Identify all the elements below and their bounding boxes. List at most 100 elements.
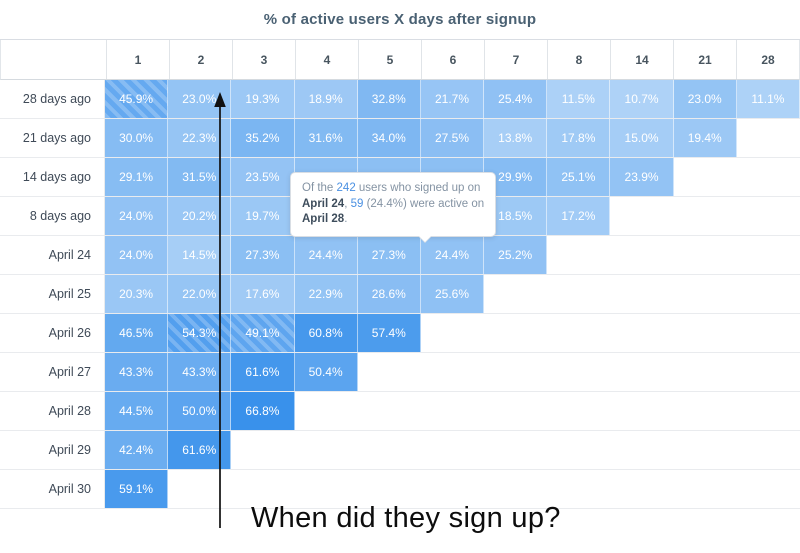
heatmap-cell[interactable]: 49.1%: [231, 314, 295, 352]
heatmap-cell[interactable]: 29.1%: [105, 158, 169, 196]
row-label: April 29: [0, 431, 105, 469]
empty-cell: [610, 470, 673, 508]
empty-cell: [674, 314, 737, 352]
heatmap-cell[interactable]: 24.4%: [420, 236, 485, 274]
heatmap-cell[interactable]: 11.1%: [736, 80, 800, 118]
cohort-row: April 29 42.4% 61.6%: [0, 431, 800, 470]
row-label: April 30: [0, 470, 105, 508]
heatmap-cell[interactable]: 17.2%: [547, 197, 611, 235]
heatmap-cell[interactable]: 15.0%: [610, 119, 674, 157]
tooltip-line: April 24, 59 (24.4%) were active on: [302, 197, 484, 213]
empty-cell: [421, 431, 484, 469]
empty-cell: [484, 314, 547, 352]
tooltip-link[interactable]: 242: [336, 182, 356, 194]
heatmap-cell[interactable]: 50.4%: [294, 353, 358, 391]
heatmap-cell[interactable]: 30.0%: [105, 119, 169, 157]
tooltip-link[interactable]: 59: [350, 197, 364, 210]
empty-cell: [737, 392, 800, 430]
heatmap-cell[interactable]: 17.6%: [231, 275, 295, 313]
heatmap-cell[interactable]: 19.7%: [231, 197, 295, 235]
heatmap-cell[interactable]: 27.3%: [231, 236, 295, 274]
heatmap-cell[interactable]: 59.1%: [105, 470, 169, 508]
heatmap-cell[interactable]: 23.0%: [673, 80, 737, 118]
heatmap-cell[interactable]: 35.2%: [231, 119, 295, 157]
page-title: % of active users X days after signup: [0, 0, 800, 40]
heatmap-cell[interactable]: 19.3%: [231, 80, 295, 118]
tooltip-bold-text: April 28: [302, 213, 345, 225]
empty-cell: [547, 236, 610, 274]
empty-cell: [484, 275, 547, 313]
empty-cell: [358, 353, 421, 391]
heatmap-cell[interactable]: 13.8%: [484, 119, 548, 157]
empty-cell: [674, 158, 737, 196]
heatmap-cell[interactable]: 27.3%: [357, 236, 421, 274]
empty-cell: [737, 119, 800, 157]
heatmap-cell[interactable]: 57.4%: [357, 314, 421, 352]
tooltip-text: ,: [344, 197, 351, 210]
heatmap-cell[interactable]: 45.9%: [105, 80, 169, 118]
heatmap-cell[interactable]: 25.1%: [547, 158, 611, 196]
heatmap-cell[interactable]: 20.3%: [105, 275, 169, 313]
empty-cell: [610, 236, 673, 274]
column-header-day-3: 3: [232, 40, 295, 79]
row-label: 21 days ago: [0, 119, 105, 157]
empty-cell: [295, 431, 358, 469]
tooltip-text: Of the: [302, 182, 337, 194]
heatmap-cell[interactable]: 18.9%: [294, 80, 358, 118]
heatmap-cell[interactable]: 25.2%: [484, 236, 548, 274]
heatmap-cell[interactable]: 19.4%: [673, 119, 737, 157]
empty-cell: [737, 470, 800, 508]
heatmap-cell[interactable]: 23.9%: [610, 158, 674, 196]
heatmap-cell[interactable]: 11.5%: [547, 80, 611, 118]
heatmap-cell[interactable]: 66.8%: [231, 392, 295, 430]
heatmap-cell[interactable]: 46.5%: [105, 314, 169, 352]
heatmap-cell[interactable]: 27.5%: [420, 119, 485, 157]
column-header-empty: [1, 40, 106, 79]
heatmap-cell[interactable]: 34.0%: [357, 119, 421, 157]
heatmap-cell[interactable]: 25.6%: [420, 275, 485, 313]
heatmap-cell[interactable]: 43.3%: [105, 353, 169, 391]
heatmap-cell[interactable]: 10.7%: [610, 80, 674, 118]
empty-cell: [358, 431, 421, 469]
heatmap-cell[interactable]: 60.8%: [294, 314, 358, 352]
empty-cell: [547, 392, 610, 430]
heatmap-cell[interactable]: 25.4%: [484, 80, 548, 118]
heatmap-cell[interactable]: 28.6%: [357, 275, 421, 313]
column-header-day-8: 8: [547, 40, 610, 79]
column-header-row: 1 2 3 4 5 6 7 8 14 21 28: [0, 40, 800, 80]
empty-cell: [737, 431, 800, 469]
heatmap-cell[interactable]: 22.9%: [294, 275, 358, 313]
tooltip-text: (24.4%) were active on: [363, 197, 485, 210]
annotation-arrow: [214, 92, 226, 528]
heatmap-cell[interactable]: 21.7%: [420, 80, 485, 118]
empty-cell: [674, 392, 737, 430]
heatmap-cell[interactable]: 24.0%: [105, 236, 169, 274]
tooltip-line: Of the 242 users who signed up on: [302, 181, 484, 197]
heatmap-cell[interactable]: 32.8%: [357, 80, 421, 118]
row-label: 28 days ago: [0, 80, 105, 118]
heatmap-cell[interactable]: 61.6%: [231, 353, 295, 391]
empty-cell: [674, 236, 737, 274]
heatmap-cell[interactable]: 44.5%: [105, 392, 169, 430]
cohort-row: April 27 43.3% 43.3% 61.6% 50.4%: [0, 353, 800, 392]
empty-cell: [610, 431, 673, 469]
empty-cell: [610, 353, 673, 391]
empty-cell: [610, 197, 673, 235]
heatmap-cell[interactable]: 31.6%: [294, 119, 358, 157]
cohort-row: April 25 20.3% 22.0% 17.6% 22.9% 28.6% 25.6%: [0, 275, 800, 314]
tooltip-text: .: [344, 213, 348, 225]
tooltip-bold-text: April 24: [302, 197, 345, 210]
heatmap-cell[interactable]: 23.5%: [231, 158, 295, 196]
empty-cell: [610, 314, 673, 352]
heatmap-cell[interactable]: 17.8%: [547, 119, 611, 157]
empty-cell: [674, 275, 737, 313]
heatmap-cell[interactable]: 24.0%: [105, 197, 169, 235]
heatmap-cell[interactable]: 42.4%: [105, 431, 169, 469]
row-label: April 25: [0, 275, 105, 313]
column-header-day-5: 5: [358, 40, 421, 79]
tooltip-text: users who signed up on: [355, 182, 481, 194]
empty-cell: [674, 431, 737, 469]
heatmap-cell[interactable]: 24.4%: [294, 236, 358, 274]
empty-cell: [674, 470, 737, 508]
